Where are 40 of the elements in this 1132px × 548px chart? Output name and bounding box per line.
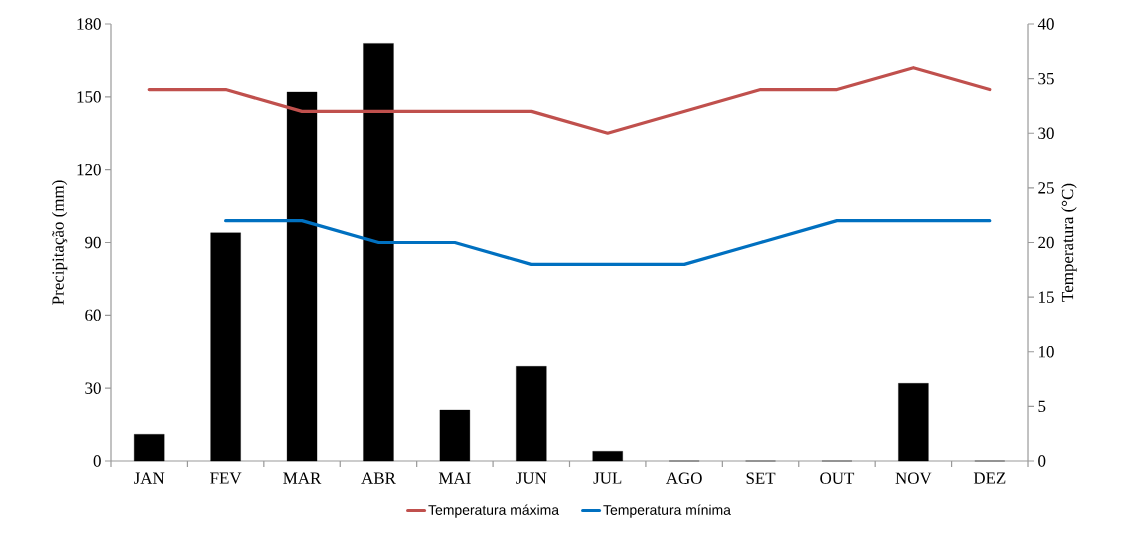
y-tick-label: 90 bbox=[85, 236, 101, 249]
x-tick-label: JAN bbox=[134, 472, 165, 484]
bar bbox=[592, 451, 623, 462]
y-tick-label: 60 bbox=[85, 309, 101, 322]
y2-tick-label: 20 bbox=[1038, 236, 1054, 249]
x-tick-label: FEV bbox=[210, 472, 242, 484]
bar bbox=[898, 383, 929, 462]
x-tick-label: ABR bbox=[361, 472, 396, 484]
y-axis-title: Precipitação (mm) bbox=[51, 180, 68, 305]
y2-tick-label: 30 bbox=[1038, 127, 1054, 139]
bar bbox=[516, 366, 547, 462]
y2-tick-label: 0 bbox=[1038, 455, 1046, 467]
y-tick-label: 150 bbox=[77, 91, 101, 103]
legend-label: Temperatura mínima bbox=[603, 504, 731, 518]
legend-label: Temperatura máxima bbox=[428, 504, 560, 518]
x-tick-label: OUT bbox=[820, 472, 855, 484]
bar bbox=[439, 409, 471, 462]
y2-tick-label: 35 bbox=[1038, 72, 1054, 85]
y2-tick-label: 15 bbox=[1039, 291, 1054, 303]
bar bbox=[134, 434, 165, 462]
x-tick-label: DEZ bbox=[973, 472, 1006, 484]
y-tick-label: 30 bbox=[85, 382, 101, 394]
x-tick-label: AGO bbox=[665, 472, 702, 484]
y2-tick-label: 10 bbox=[1039, 346, 1054, 358]
x-tick-label: MAI bbox=[438, 472, 471, 484]
bar bbox=[286, 91, 318, 462]
bar bbox=[210, 232, 241, 462]
x-tick-label: JUL bbox=[593, 472, 622, 484]
y2-tick-label: 25 bbox=[1038, 182, 1054, 194]
bar bbox=[363, 43, 394, 462]
y-tick-label: 120 bbox=[77, 163, 101, 176]
y2-axis-title: Temperatura (°C) bbox=[1061, 183, 1077, 302]
x-tick-label: NOV bbox=[895, 472, 932, 484]
y-tick-label: 180 bbox=[77, 18, 101, 30]
y2-tick-label: 40 bbox=[1037, 18, 1054, 30]
x-tick-label: MAR bbox=[283, 472, 322, 484]
y2-tick-label: 5 bbox=[1038, 400, 1046, 413]
x-tick-label: JUN bbox=[516, 472, 547, 484]
y-tick-label: 0 bbox=[93, 455, 101, 467]
x-tick-label: SET bbox=[746, 472, 776, 484]
